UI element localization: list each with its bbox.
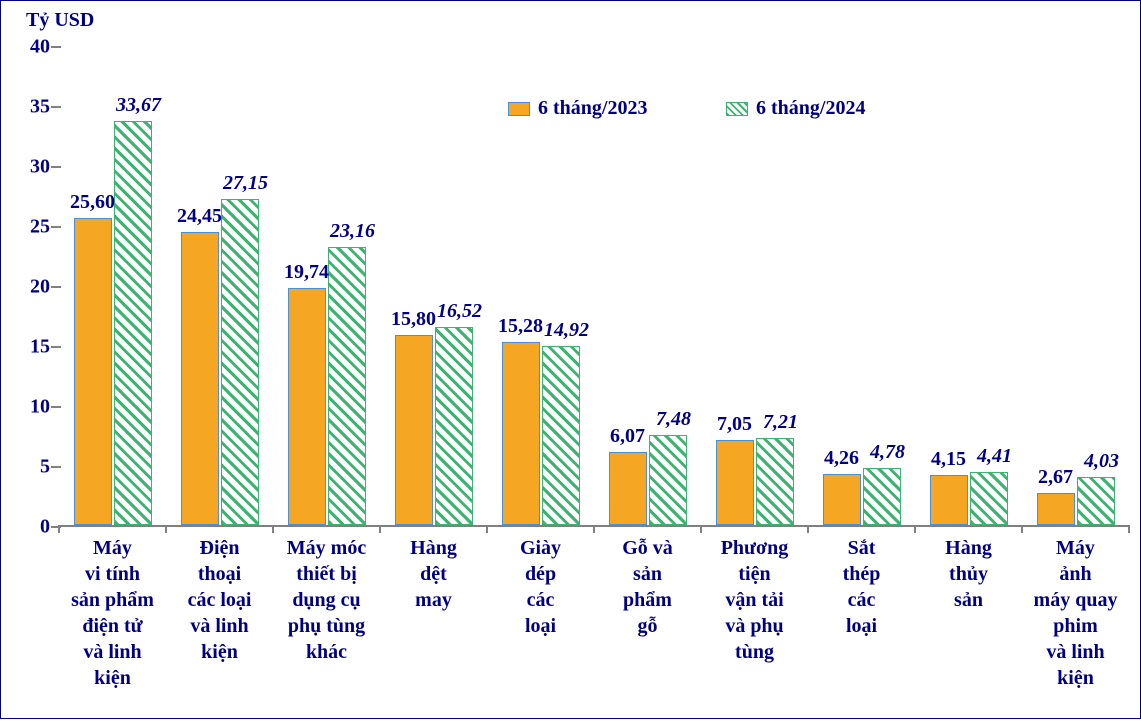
bar-label-2024: 7,21 bbox=[763, 411, 798, 434]
x-tick bbox=[914, 525, 916, 533]
y-tick bbox=[51, 466, 61, 468]
bar-2024 bbox=[970, 472, 1008, 525]
bar-2023 bbox=[716, 440, 754, 525]
bar-2024 bbox=[328, 247, 366, 525]
x-category-label: Hàngdệtmay bbox=[380, 535, 487, 613]
x-category-label: Sắtthépcácloại bbox=[808, 535, 915, 639]
y-tick bbox=[51, 346, 61, 348]
bar-2023 bbox=[1037, 493, 1075, 525]
legend-swatch-2024 bbox=[726, 102, 748, 116]
x-tick bbox=[1021, 525, 1023, 533]
bar-2024 bbox=[221, 199, 259, 525]
y-tick bbox=[51, 166, 61, 168]
x-category-label: Điệnthoạicác loạivà linhkiện bbox=[166, 535, 273, 665]
y-tick bbox=[51, 406, 61, 408]
x-tick bbox=[379, 525, 381, 533]
bar-label-2023: 4,15 bbox=[931, 448, 966, 471]
y-tick-label: 15 bbox=[30, 336, 50, 359]
x-category-label: Gỗ vàsảnphẩmgỗ bbox=[594, 535, 701, 639]
bar-label-2024: 14,92 bbox=[544, 319, 589, 342]
bar-2024 bbox=[649, 435, 687, 525]
bar-label-2024: 27,15 bbox=[223, 172, 268, 195]
x-category-label: Máyảnhmáy quayphimvà linhkiện bbox=[1022, 535, 1129, 691]
bar-2023 bbox=[181, 232, 219, 525]
bar-label-2024: 4,41 bbox=[977, 445, 1012, 468]
y-tick bbox=[51, 46, 61, 48]
y-tick-label: 40 bbox=[30, 36, 50, 59]
bar-2024 bbox=[756, 438, 794, 525]
x-tick bbox=[165, 525, 167, 533]
bar-label-2023: 25,60 bbox=[70, 191, 115, 214]
x-category-label: Giàydépcácloại bbox=[487, 535, 594, 639]
x-tick bbox=[807, 525, 809, 533]
legend-swatch-2023 bbox=[508, 102, 530, 116]
y-tick bbox=[51, 286, 61, 288]
bar-2024 bbox=[542, 346, 580, 525]
legend-item-2024: 6 tháng/2024 bbox=[726, 97, 865, 120]
bar-2023 bbox=[823, 474, 861, 525]
y-tick-label: 35 bbox=[30, 96, 50, 119]
bar-2023 bbox=[395, 335, 433, 525]
bar-label-2023: 2,67 bbox=[1038, 466, 1073, 489]
bar-2024 bbox=[114, 121, 152, 525]
y-tick bbox=[51, 106, 61, 108]
x-category-label: Phươngtiệnvận tảivà phụtùng bbox=[701, 535, 808, 665]
bar-2023 bbox=[930, 475, 968, 525]
x-tick bbox=[1128, 525, 1130, 533]
bar-label-2024: 33,67 bbox=[116, 94, 161, 117]
y-tick-label: 25 bbox=[30, 216, 50, 239]
y-tick-label: 10 bbox=[30, 396, 50, 419]
bar-label-2024: 7,48 bbox=[656, 408, 691, 431]
bar-label-2023: 15,28 bbox=[498, 315, 543, 338]
y-axis-title: Tỷ USD bbox=[26, 9, 94, 32]
x-tick bbox=[593, 525, 595, 533]
bar-chart: Tỷ USD 25,60 33,67 24,4527,15 19,7423,16 15,… bbox=[1, 1, 1141, 720]
y-tick-label: 30 bbox=[30, 156, 50, 179]
bar-2023 bbox=[74, 218, 112, 525]
bar-2023 bbox=[609, 452, 647, 525]
x-category-label: Hàngthủysản bbox=[915, 535, 1022, 613]
bar-2023 bbox=[502, 342, 540, 525]
x-tick bbox=[700, 525, 702, 533]
x-tick bbox=[486, 525, 488, 533]
x-tick bbox=[272, 525, 274, 533]
x-category-label: Máy mócthiết bịdụng cụphụ tùngkhác bbox=[273, 535, 380, 665]
bar-2023 bbox=[288, 288, 326, 525]
bar-label-2024: 4,78 bbox=[870, 441, 905, 464]
bar-label-2024: 4,03 bbox=[1084, 450, 1119, 473]
bar-label-2024: 23,16 bbox=[330, 220, 375, 243]
legend-label-2023: 6 tháng/2023 bbox=[538, 97, 647, 120]
y-tick bbox=[51, 226, 61, 228]
bar-label-2024: 16,52 bbox=[437, 300, 482, 323]
y-tick-label: 5 bbox=[40, 456, 50, 479]
bar-label-2023: 19,74 bbox=[284, 261, 329, 284]
legend-item-2023: 6 tháng/2023 bbox=[508, 97, 647, 120]
bar-label-2023: 15,80 bbox=[391, 308, 436, 331]
bar-label-2023: 4,26 bbox=[824, 447, 859, 470]
x-category-label: Máyvi tínhsản phẩmđiện tửvà linhkiện bbox=[59, 535, 166, 691]
bar-label-2023: 24,45 bbox=[177, 205, 222, 228]
x-tick bbox=[58, 525, 60, 533]
y-tick-label: 20 bbox=[30, 276, 50, 299]
bar-2024 bbox=[435, 327, 473, 525]
bar-2024 bbox=[1077, 477, 1115, 525]
bar-label-2023: 6,07 bbox=[610, 425, 645, 448]
bar-2024 bbox=[863, 468, 901, 525]
legend-label-2024: 6 tháng/2024 bbox=[756, 97, 865, 120]
y-tick-label: 0 bbox=[40, 516, 50, 539]
bar-label-2023: 7,05 bbox=[717, 413, 752, 436]
